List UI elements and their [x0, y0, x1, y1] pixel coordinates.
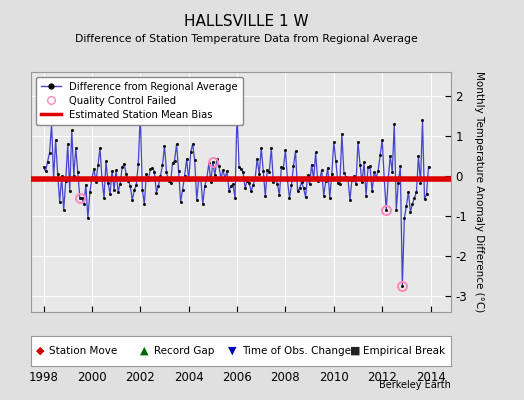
- Text: Record Gap: Record Gap: [154, 346, 214, 356]
- Legend: Difference from Regional Average, Quality Control Failed, Estimated Station Mean: Difference from Regional Average, Qualit…: [37, 77, 243, 125]
- Text: ■: ■: [350, 346, 361, 356]
- Text: HALLSVILLE 1 W: HALLSVILLE 1 W: [184, 14, 309, 29]
- Text: 2004: 2004: [174, 371, 203, 384]
- Text: ▼: ▼: [228, 346, 237, 356]
- Y-axis label: Monthly Temperature Anomaly Difference (°C): Monthly Temperature Anomaly Difference (…: [474, 71, 484, 313]
- Text: 1998: 1998: [29, 371, 59, 384]
- Text: Empirical Break: Empirical Break: [364, 346, 445, 356]
- Text: Difference of Station Temperature Data from Regional Average: Difference of Station Temperature Data f…: [75, 34, 418, 44]
- Text: Station Move: Station Move: [49, 346, 117, 356]
- Text: 2014: 2014: [416, 371, 445, 384]
- Text: Time of Obs. Change: Time of Obs. Change: [242, 346, 351, 356]
- Text: 2006: 2006: [222, 371, 252, 384]
- Text: 2010: 2010: [319, 371, 348, 384]
- Text: Berkeley Earth: Berkeley Earth: [379, 380, 451, 390]
- Text: ◆: ◆: [36, 346, 44, 356]
- Text: 2002: 2002: [125, 371, 155, 384]
- Text: ▲: ▲: [140, 346, 149, 356]
- Text: 2000: 2000: [77, 371, 107, 384]
- Text: 2008: 2008: [270, 371, 300, 384]
- Text: 2012: 2012: [367, 371, 397, 384]
